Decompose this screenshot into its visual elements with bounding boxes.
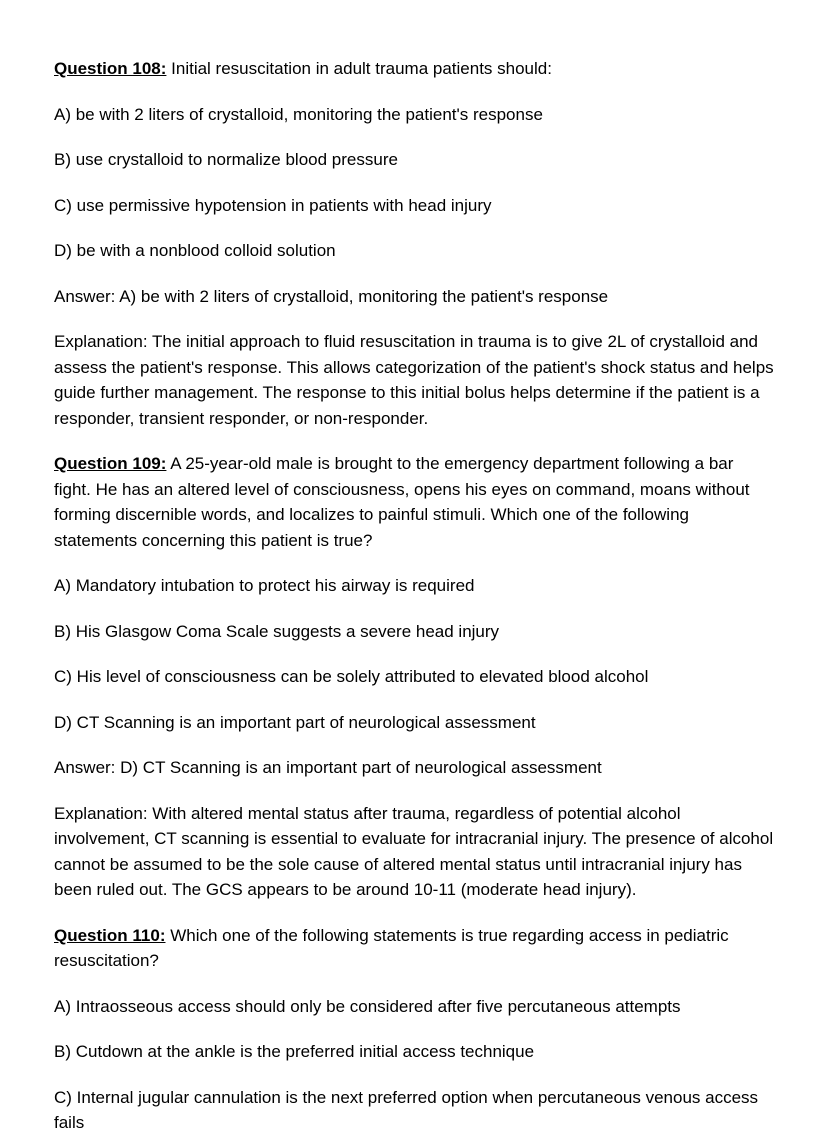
question-109-label: Question 109: [54,454,166,473]
question-108-option-a: A) be with 2 liters of crystalloid, moni… [54,102,774,128]
question-108-text: Initial resuscitation in adult trauma pa… [166,59,552,78]
question-110-label: Question 110: [54,926,165,945]
question-108-stem: Question 108: Initial resuscitation in a… [54,56,774,82]
question-110-stem: Question 110: Which one of the following… [54,923,774,974]
question-110-option-c: C) Internal jugular cannulation is the n… [54,1085,774,1136]
question-108-option-b: B) use crystalloid to normalize blood pr… [54,147,774,173]
question-108-option-d: D) be with a nonblood colloid solution [54,238,774,264]
question-108-label: Question 108: [54,59,166,78]
question-110-option-b: B) Cutdown at the ankle is the preferred… [54,1039,774,1065]
question-109-stem: Question 109: A 25-year-old male is brou… [54,451,774,553]
question-109-option-b: B) His Glasgow Coma Scale suggests a sev… [54,619,774,645]
question-108-explanation: Explanation: The initial approach to flu… [54,329,774,431]
question-109-option-d: D) CT Scanning is an important part of n… [54,710,774,736]
question-108-answer: Answer: A) be with 2 liters of crystallo… [54,284,774,310]
question-108-option-c: C) use permissive hypotension in patient… [54,193,774,219]
question-109-explanation: Explanation: With altered mental status … [54,801,774,903]
question-109-answer: Answer: D) CT Scanning is an important p… [54,755,774,781]
question-109-option-c: C) His level of consciousness can be sol… [54,664,774,690]
question-109-option-a: A) Mandatory intubation to protect his a… [54,573,774,599]
question-110-option-a: A) Intraosseous access should only be co… [54,994,774,1020]
